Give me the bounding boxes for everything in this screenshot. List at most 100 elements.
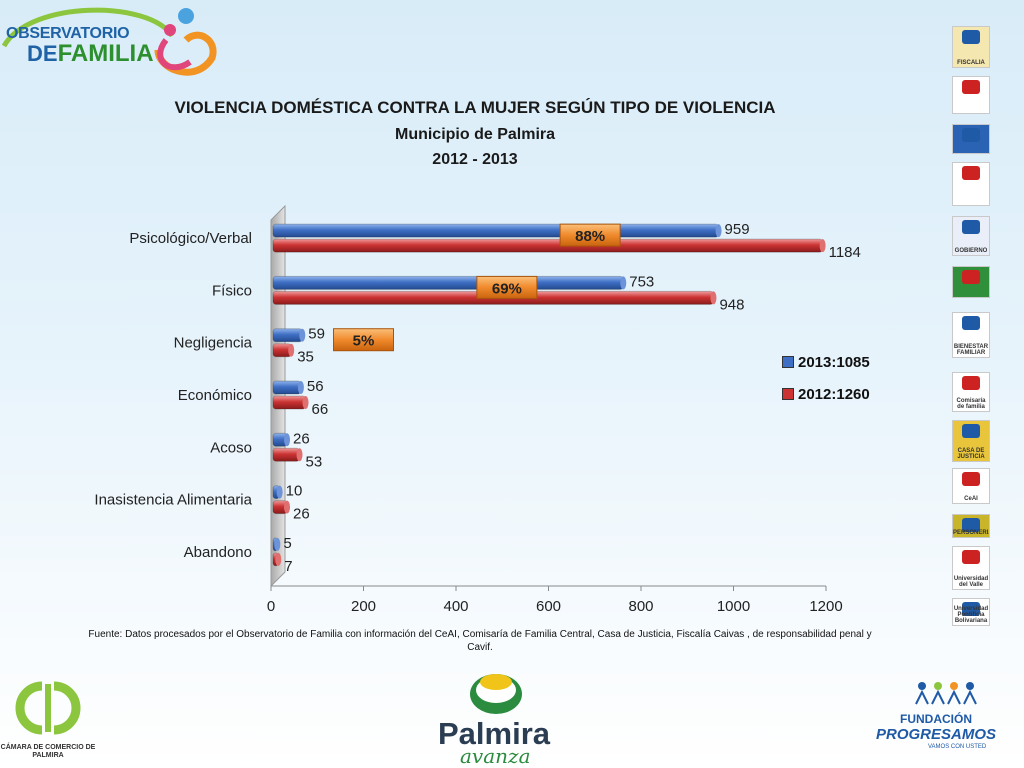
- palmira-avanza-logo: [466, 668, 526, 721]
- x-tick-label: 800: [628, 598, 653, 615]
- percentage-badge-text: 5%: [353, 333, 375, 350]
- sponsor-logo-mark: [962, 550, 980, 564]
- sponsor-logo-caption: CeAI: [964, 496, 978, 502]
- de-text: DE: [27, 41, 58, 66]
- legend-label: 2012:1260: [798, 385, 870, 403]
- familia-text: FAMILIA: [57, 40, 154, 67]
- legend-item-2013: 2013:1085: [782, 352, 870, 372]
- sponsor-logo: Comisaría de familia: [952, 372, 990, 412]
- sponsor-logo-mark: [962, 316, 980, 330]
- legend-label: 2013:1085: [798, 353, 870, 371]
- sponsor-logo-mark: [962, 30, 980, 44]
- data-label: 5: [283, 535, 291, 552]
- sponsor-logo-mark: [962, 80, 980, 94]
- avanza-text: avanza: [460, 744, 531, 768]
- data-label: 53: [306, 453, 323, 470]
- chart-title: VIOLENCIA DOMÉSTICA CONTRA LA MUJER SEGÚ…: [174, 98, 776, 117]
- data-label: 10: [286, 483, 303, 500]
- sponsor-logo: [952, 266, 990, 298]
- bar-end-cap: [297, 381, 304, 394]
- sponsor-logo-caption: Universidad del Valle: [953, 576, 989, 588]
- sponsor-logo: Universidad Pontificia Bolivariana: [952, 598, 990, 626]
- percentage-badge: [476, 275, 538, 299]
- sponsor-logo-mark: [962, 472, 980, 486]
- bar-end-cap: [284, 433, 291, 447]
- x-tick-label: 1000: [717, 598, 750, 615]
- palmira-text: Palmira: [438, 716, 551, 751]
- percentage-badge: [333, 328, 394, 352]
- x-tick-label: 600: [536, 598, 561, 615]
- chart-period: 2012 - 2013: [432, 151, 518, 168]
- bar-2012: [272, 395, 307, 410]
- sponsor-logo: [952, 124, 990, 154]
- progresamos-text: PROGRESAMOS: [876, 726, 997, 743]
- bar-end-cap: [284, 500, 291, 514]
- bar-2013: [272, 328, 303, 343]
- bar-end-cap: [620, 276, 627, 290]
- data-label: 753: [629, 273, 654, 290]
- data-label: 948: [719, 296, 744, 313]
- percentage-badge: [559, 223, 621, 247]
- sponsor-logo-mark: [962, 270, 980, 284]
- sponsor-logo-caption: PERSONERIA: [953, 530, 990, 536]
- data-label: 1184: [829, 244, 861, 261]
- data-label: 35: [297, 349, 314, 366]
- percentage-badge-text: 69%: [492, 280, 522, 297]
- sponsor-logo-caption: Universidad Pontificia Bolivariana: [953, 606, 989, 624]
- legend-swatch: [782, 356, 794, 368]
- sponsor-logo: BIENESTAR FAMILIAR: [952, 312, 990, 358]
- fundacion-text: FUNDACIÓN: [900, 712, 972, 726]
- sponsor-logo: CeAI: [952, 468, 990, 504]
- legend-item-2012: 2012:1260: [782, 384, 870, 404]
- x-tick-label: 200: [351, 598, 376, 615]
- bar-end-cap: [276, 485, 283, 499]
- bar-2013: [272, 223, 720, 238]
- sponsor-logo-caption: Comisaría de familia: [956, 398, 986, 410]
- sponsor-logo: [952, 76, 990, 114]
- percentage-badge-text: 88%: [575, 228, 605, 245]
- category-label: Psicológico/Verbal: [129, 230, 252, 247]
- bar-end-cap: [274, 537, 281, 551]
- x-tick-label: 1200: [809, 598, 842, 615]
- sponsor-logo: CASA DE JUSTICIA: [952, 420, 990, 462]
- sponsor-logo: Universidad del Valle: [952, 546, 990, 590]
- category-label: Acoso: [210, 439, 252, 456]
- sponsor-logo-caption: CASA DE JUSTICIA: [957, 448, 985, 460]
- source-note: Fuente: Datos procesados por el Observat…: [88, 629, 872, 653]
- sponsor-logo-mark: [962, 602, 980, 616]
- sponsor-logo-caption: BIENESTAR FAMILIAR: [953, 344, 989, 356]
- sponsor-logo: FISCALIA: [952, 26, 990, 68]
- camara-comercio-text: CÁMARA DE COMERCIO DE PALMIRA: [0, 744, 96, 759]
- bar-end-cap: [710, 291, 717, 305]
- bar-2012: [272, 447, 301, 462]
- sponsor-logo: GOBIERNO: [952, 216, 990, 256]
- bar-end-cap: [302, 396, 309, 409]
- data-label: 26: [293, 430, 310, 447]
- category-label: Inasistencia Alimentaria: [94, 492, 252, 509]
- chart-subtitle: Municipio de Palmira: [394, 126, 556, 143]
- chart-legend: 2013:1085 2012:1260: [782, 352, 870, 416]
- camara-comercio-logo: [6, 678, 90, 749]
- sponsor-logo-mark: [962, 220, 980, 234]
- category-label: Abandono: [184, 544, 252, 561]
- data-label: 59: [308, 326, 325, 343]
- x-tick-label: 400: [443, 598, 468, 615]
- bar-end-cap: [715, 224, 722, 238]
- bar-end-cap: [819, 239, 826, 253]
- data-label: 7: [284, 558, 292, 575]
- sponsor-logo: [952, 162, 990, 206]
- category-label: Económico: [178, 387, 252, 404]
- sponsor-logo-mark: [962, 424, 980, 438]
- observatorio-text: OBSERVATORIO: [6, 25, 130, 42]
- de-familia-text: DEFAMILIA: [27, 40, 154, 68]
- category-label: Negligencia: [174, 335, 253, 352]
- fundacion-progresamos-logo: [910, 678, 980, 713]
- bar-2013: [272, 275, 624, 290]
- bar-2013: [272, 380, 302, 395]
- bar-2012: [272, 238, 824, 253]
- bar-end-cap: [299, 328, 306, 342]
- bar-end-cap: [288, 343, 295, 357]
- sponsor-logo: PERSONERIA: [952, 514, 990, 538]
- sponsor-logo-mark: [962, 518, 980, 532]
